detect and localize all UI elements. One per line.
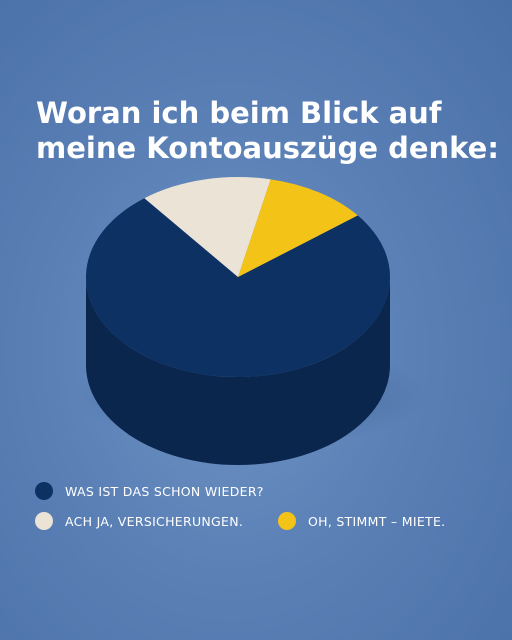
pie-sides — [86, 277, 390, 465]
legend-dot-yellow — [278, 512, 296, 530]
pie-tops — [86, 177, 390, 377]
legend-label-cream: ACH JA, VERSICHERUNGEN. — [65, 513, 244, 529]
pie-slice-2 — [238, 179, 358, 277]
pie-slice-0 — [86, 198, 390, 377]
chart-title: Woran ich beim Blick auf meine Kontoausz… — [36, 96, 499, 166]
pie-side-0 — [86, 277, 390, 465]
legend-label-yellow: OH, STIMMT – MIETE. — [308, 513, 446, 529]
legend-dot-cream — [35, 512, 53, 530]
legend-label-navy: WAS IST DAS SCHON WIEDER? — [65, 483, 264, 499]
title-line-2: meine Kontoauszüge denke: — [36, 131, 499, 165]
legend-dot-navy — [35, 482, 53, 500]
title-line-1: Woran ich beim Blick auf — [36, 96, 442, 130]
legend-item-yellow: OH, STIMMT – MIETE. — [278, 512, 445, 530]
legend-item-cream: ACH JA, VERSICHERUNGEN. — [35, 512, 243, 530]
pie-slice-1 — [144, 177, 271, 277]
legend-item-navy: WAS IST DAS SCHON WIEDER? — [35, 482, 264, 500]
